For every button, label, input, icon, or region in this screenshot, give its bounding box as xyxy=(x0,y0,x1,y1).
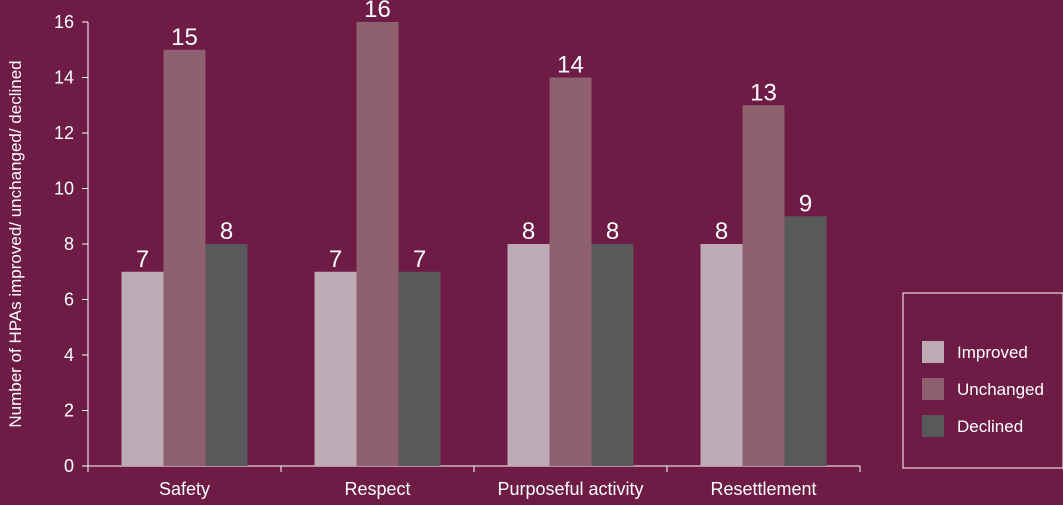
bar xyxy=(549,77,592,466)
bar xyxy=(398,271,441,466)
legend-swatch xyxy=(922,341,944,363)
bar xyxy=(205,244,248,466)
bar-value-label: 7 xyxy=(413,246,426,273)
bar-value-label: 13 xyxy=(750,79,777,106)
y-tick-label: 16 xyxy=(54,12,74,32)
legend-swatch xyxy=(922,415,944,437)
bar-value-label: 16 xyxy=(364,0,391,23)
bar-value-label: 14 xyxy=(557,52,584,79)
bar xyxy=(700,244,743,466)
bar xyxy=(121,271,164,466)
y-tick-label: 6 xyxy=(64,290,74,310)
y-tick-label: 0 xyxy=(64,456,74,476)
legend-label: Declined xyxy=(957,417,1023,436)
bar xyxy=(507,244,550,466)
bar xyxy=(163,49,206,466)
bar xyxy=(356,22,399,466)
bar xyxy=(314,271,357,466)
data-labels: 7 15 8 7 16 7 8 14 8 8 13 9 xyxy=(136,0,812,273)
bar-value-label: 8 xyxy=(220,218,233,245)
y-axis-title: Number of HPAs improved/ unchanged/ decl… xyxy=(6,60,25,427)
bar-value-label: 15 xyxy=(171,24,198,51)
legend: Improved Unchanged Declined xyxy=(902,292,1063,469)
bar-value-label: 8 xyxy=(715,218,728,245)
bar-value-label: 9 xyxy=(799,190,812,217)
y-tick-label: 4 xyxy=(64,345,74,365)
bar xyxy=(784,216,827,466)
y-tick-label: 12 xyxy=(54,123,74,143)
y-axis: 0 2 4 6 8 10 12 14 16 xyxy=(54,12,89,476)
bar-value-label: 7 xyxy=(329,246,342,273)
y-tick-label: 14 xyxy=(54,68,74,88)
x-tick-label: Respect xyxy=(344,479,410,499)
bar xyxy=(591,244,634,466)
bar-value-label: 7 xyxy=(136,246,149,273)
legend-label: Unchanged xyxy=(957,380,1044,399)
y-tick-label: 8 xyxy=(64,234,74,254)
x-axis: Safety Respect Purposeful activity Resettle… xyxy=(87,465,861,499)
legend-swatch xyxy=(922,378,944,400)
legend-label: Improved xyxy=(957,343,1028,362)
bars xyxy=(121,22,827,466)
y-tick-label: 10 xyxy=(54,179,74,199)
bar-value-label: 8 xyxy=(522,218,535,245)
bar-value-label: 8 xyxy=(606,218,619,245)
bar xyxy=(742,105,785,466)
x-tick-label: Purposeful activity xyxy=(497,479,643,499)
y-tick-label: 2 xyxy=(64,401,74,421)
x-tick-label: Resettlement xyxy=(710,479,816,499)
legend-box xyxy=(902,292,1063,469)
x-tick-label: Safety xyxy=(159,479,210,499)
